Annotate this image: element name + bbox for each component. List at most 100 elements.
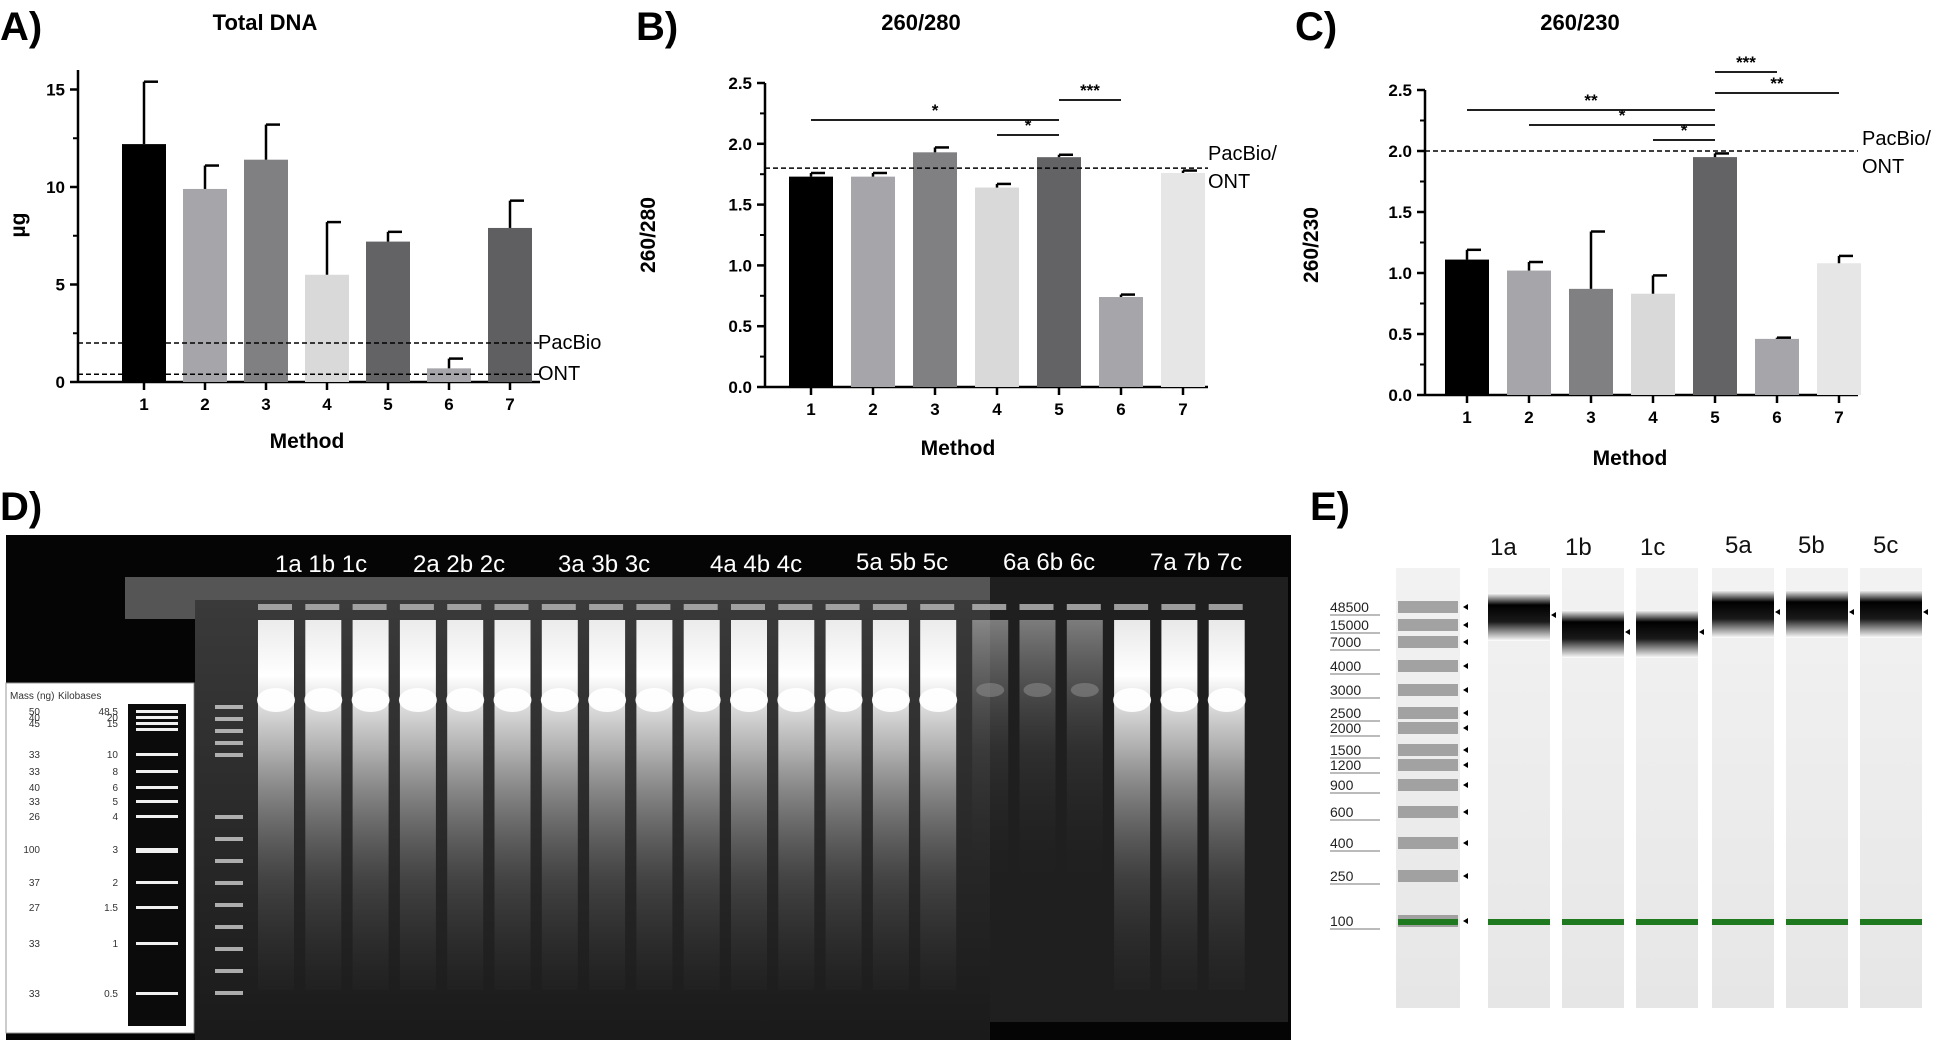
ts-ladder-band bbox=[1398, 759, 1458, 771]
gel-lane-label-7: 7a 7b 7c bbox=[1150, 549, 1242, 576]
ladder-kb: 20 bbox=[107, 713, 119, 724]
gel-ladder-band bbox=[215, 815, 243, 819]
gel-band bbox=[493, 688, 532, 712]
gel-lane-label-4: 4a 4b 4c bbox=[710, 551, 802, 578]
ts-ladder-band bbox=[1398, 722, 1458, 734]
gel-ladder-band bbox=[215, 925, 243, 929]
gel-lane-label-5: 5a 5b 5c bbox=[856, 549, 948, 576]
ts-peak-marker bbox=[1775, 609, 1780, 615]
ladder-band bbox=[136, 800, 178, 803]
ts-sample-lane bbox=[1860, 568, 1922, 1008]
ladder-band bbox=[136, 728, 178, 731]
ladder-mass: 33 bbox=[29, 989, 41, 1000]
reference-label: PacBio/ONT bbox=[1862, 128, 1931, 178]
gel-band bbox=[398, 688, 437, 712]
ts-size-label: 4000 bbox=[1330, 658, 1361, 674]
chart-title: 260/280 bbox=[881, 10, 961, 35]
gel-well bbox=[636, 604, 671, 610]
chart-260-230: 260/230 0.0 0.5 1.0 1.5 2.0 2.5 1 2 3 4 5 6 7 Method 26… bbox=[1300, 10, 1931, 470]
ts-size-label: 7000 bbox=[1330, 634, 1361, 650]
ts-lane-label-1c: 1c bbox=[1640, 534, 1665, 561]
gel-well bbox=[352, 604, 387, 610]
bar-method-2 bbox=[851, 176, 895, 387]
ts-marker-band bbox=[1562, 919, 1624, 925]
x-tick-label: 7 bbox=[1834, 408, 1843, 427]
y-axis-label: 260/280 bbox=[637, 197, 660, 273]
bar-method-6 bbox=[427, 368, 471, 382]
ladder-kb: 1 bbox=[112, 939, 118, 950]
ts-size-label: 1200 bbox=[1330, 757, 1361, 773]
significance-label: ** bbox=[1584, 91, 1598, 110]
y-tick-label: 1.0 bbox=[728, 256, 752, 275]
x-tick-label: 6 bbox=[444, 395, 453, 414]
ts-marker-band bbox=[1488, 919, 1550, 925]
ts-sample-band bbox=[1488, 593, 1550, 641]
ts-sample-band bbox=[1860, 590, 1922, 638]
y-axis-label: 260/230 bbox=[1300, 207, 1323, 283]
x-axis-label: Method bbox=[1593, 447, 1668, 470]
x-tick-label: 3 bbox=[1586, 408, 1595, 427]
gel-well bbox=[399, 604, 434, 610]
x-tick-label: 1 bbox=[139, 395, 148, 414]
ts-sample-lane bbox=[1712, 568, 1774, 1008]
gel-well bbox=[1161, 604, 1196, 610]
bar-method-2 bbox=[183, 188, 227, 382]
ladder-mass: 40 bbox=[29, 783, 41, 794]
y-tick-label: 15 bbox=[46, 81, 65, 100]
gel-lane-smear bbox=[399, 620, 436, 990]
gel-ladder-band bbox=[215, 903, 243, 907]
y-tick-label: 10 bbox=[46, 178, 65, 197]
gel-lane-smear bbox=[972, 620, 1009, 880]
bar-method-4 bbox=[975, 187, 1019, 387]
ts-sample-lane bbox=[1786, 568, 1848, 1008]
ts-sample-band bbox=[1712, 590, 1774, 638]
ladder-mass: 26 bbox=[29, 812, 41, 823]
ts-ladder-marker bbox=[1463, 762, 1468, 768]
ts-size-label: 900 bbox=[1330, 777, 1354, 793]
ts-ladder-band bbox=[1398, 744, 1458, 756]
gel-well bbox=[731, 604, 765, 610]
gel-band bbox=[824, 688, 863, 712]
gel-band bbox=[1113, 688, 1152, 712]
ts-size-label: 400 bbox=[1330, 835, 1354, 851]
x-tick-label: 2 bbox=[1524, 408, 1533, 427]
reference-label: ONT bbox=[538, 363, 580, 385]
ladder-mass: 100 bbox=[23, 845, 40, 856]
ts-ladder-band bbox=[1398, 837, 1458, 849]
ts-peak-marker bbox=[1551, 612, 1556, 618]
gel-band bbox=[351, 688, 390, 712]
panel-letter-c: C) bbox=[1295, 5, 1337, 49]
ladder-mass: 50 bbox=[29, 707, 41, 718]
bar-method-5 bbox=[366, 241, 410, 382]
y-tick-label: 0.5 bbox=[1388, 325, 1412, 344]
x-tick-label: 2 bbox=[868, 400, 877, 419]
ts-marker-band bbox=[1860, 919, 1922, 925]
ts-ladder-band bbox=[1398, 806, 1458, 818]
ts-size-label: 2500 bbox=[1330, 705, 1361, 721]
ladder-band bbox=[136, 786, 178, 789]
gel-lane-label-2: 2a 2b 2c bbox=[413, 551, 505, 578]
ts-size-label: 15000 bbox=[1330, 617, 1369, 633]
gel-well bbox=[541, 604, 576, 610]
ts-size-label: 100 bbox=[1330, 913, 1354, 929]
reference-label: PacBio/ONT bbox=[1208, 143, 1277, 193]
ts-ladder-marker bbox=[1463, 873, 1468, 879]
bar-method-1 bbox=[1445, 259, 1489, 395]
gel-band bbox=[588, 688, 627, 712]
gel-ladder-band bbox=[215, 881, 243, 885]
ts-marker-band bbox=[1398, 919, 1458, 925]
gel-lane-smear bbox=[1208, 620, 1245, 990]
ts-sample-band bbox=[1636, 610, 1698, 658]
gel-lane-smear bbox=[778, 620, 815, 990]
bar-method-5 bbox=[1693, 157, 1737, 395]
x-tick-label: 3 bbox=[261, 395, 270, 414]
gel-lane-smear bbox=[1114, 620, 1151, 990]
gel-band bbox=[304, 688, 343, 712]
ladder-band bbox=[136, 815, 178, 818]
ts-lane-label-1a: 1a bbox=[1490, 534, 1517, 561]
ladder-band bbox=[136, 716, 178, 719]
x-tick-label: 2 bbox=[200, 395, 209, 414]
ladder-kb: 4 bbox=[112, 812, 118, 823]
